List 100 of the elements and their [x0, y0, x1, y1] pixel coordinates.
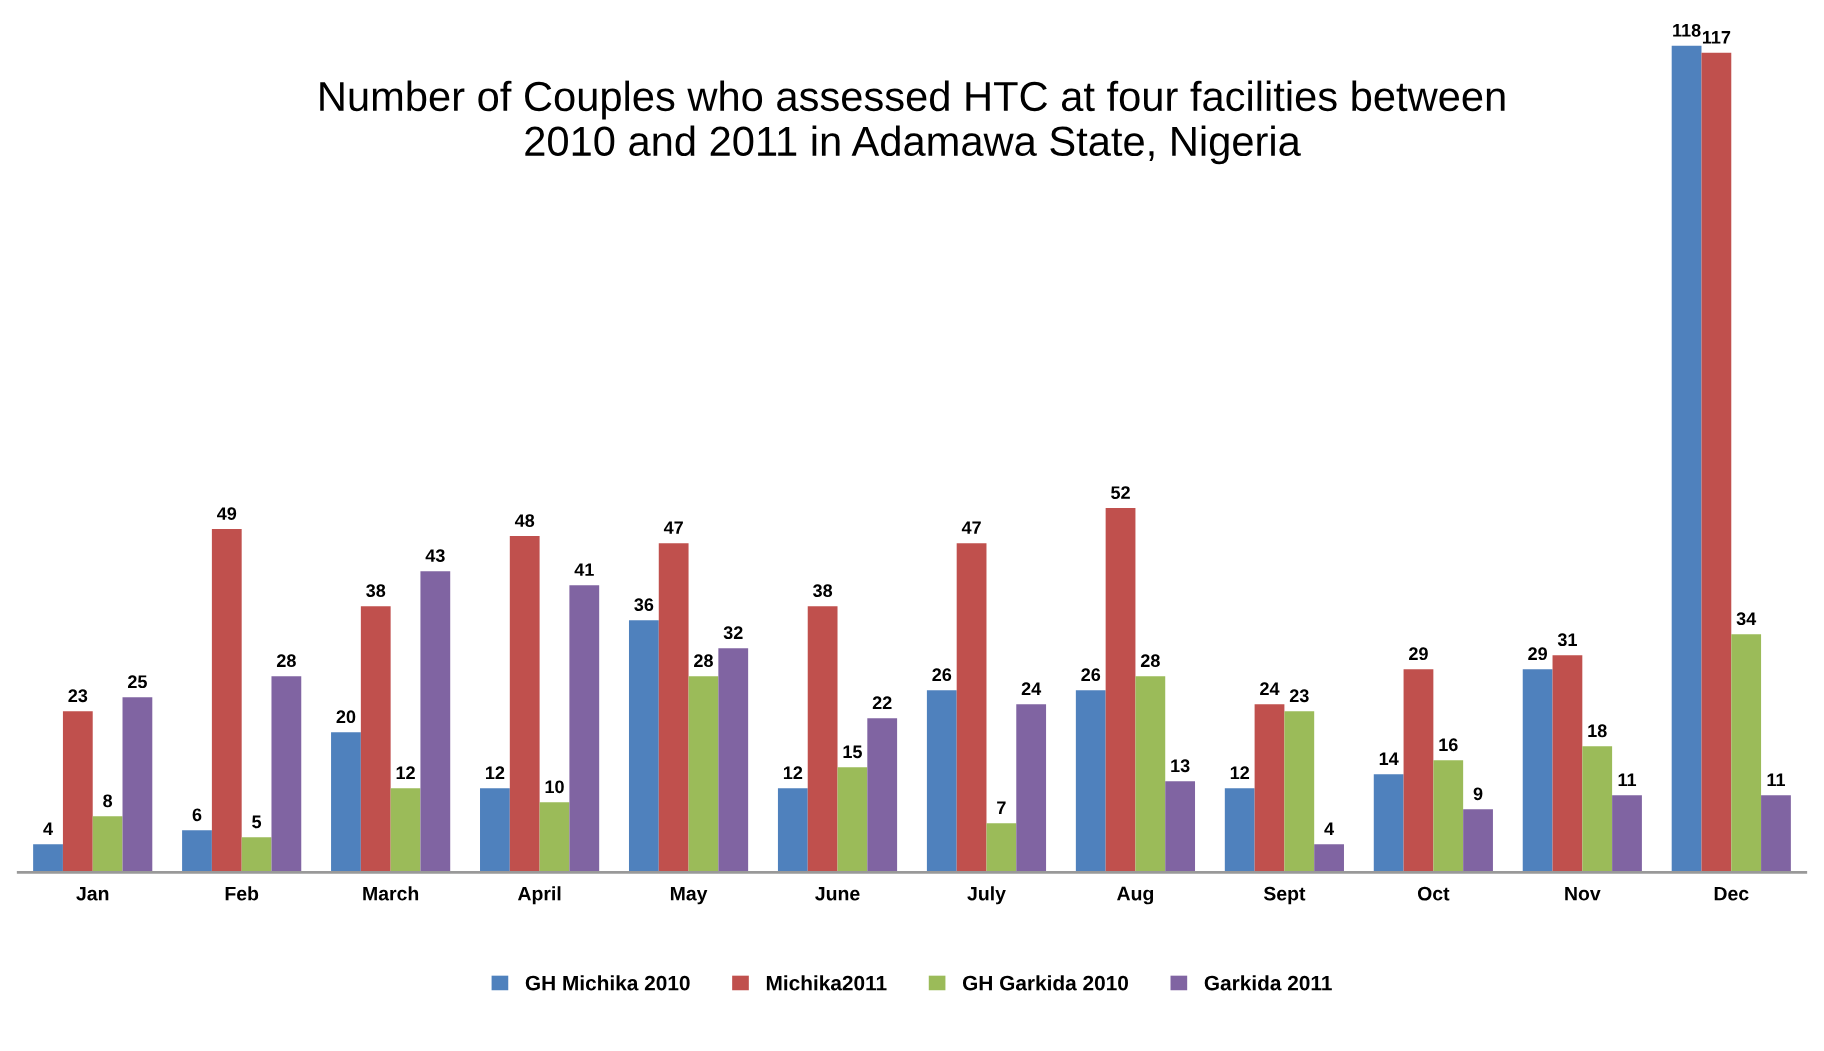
data-label: 23	[1289, 689, 1309, 703]
data-label: 47	[961, 521, 981, 534]
bar	[1075, 690, 1106, 873]
bar	[331, 732, 361, 873]
x-tick-label: June	[815, 886, 860, 901]
bar	[688, 676, 719, 873]
x-tick-label: Nov	[1565, 886, 1601, 901]
bar	[628, 620, 659, 873]
bar	[1463, 809, 1493, 873]
data-label: 38	[366, 584, 386, 598]
bar	[837, 767, 868, 873]
data-label: 24	[1260, 682, 1280, 695]
x-tick-label: March	[363, 886, 419, 901]
data-label: 49	[217, 507, 237, 520]
data-label: 41	[574, 563, 594, 576]
bar	[1284, 711, 1315, 873]
legend-label: GH Garkida 2010	[962, 975, 1129, 991]
bar	[926, 690, 957, 873]
x-tick-label: Sept	[1263, 886, 1306, 905]
bar	[241, 837, 272, 873]
data-label: 29	[1528, 647, 1548, 661]
bar	[1135, 676, 1166, 873]
data-label: 34	[1736, 612, 1757, 626]
bar	[211, 529, 242, 873]
data-label: 118	[1673, 23, 1701, 37]
bar	[777, 788, 808, 873]
bar	[1224, 788, 1255, 873]
data-label: 31	[1557, 633, 1577, 647]
bar	[658, 543, 689, 873]
data-label: 52	[1111, 486, 1130, 499]
bar	[569, 585, 600, 873]
legend-label: Garkida 2011	[1204, 975, 1332, 991]
data-label: 12	[396, 766, 415, 779]
bar	[1016, 704, 1047, 873]
data-label: 10	[545, 780, 564, 794]
bar	[509, 536, 540, 873]
bar	[92, 816, 123, 873]
data-label: 12	[486, 766, 505, 779]
data-label: 12	[1230, 766, 1250, 779]
bar	[182, 830, 212, 873]
bar	[1433, 760, 1464, 873]
x-tick-label: July	[967, 886, 1006, 905]
data-label: 4	[43, 822, 53, 836]
data-label: 12	[783, 766, 803, 779]
bar	[1582, 746, 1613, 873]
data-label: 18	[1588, 724, 1607, 738]
x-tick-label: April	[517, 886, 561, 905]
bar	[420, 571, 451, 873]
x-tick-label: May	[670, 886, 708, 905]
data-label: 9	[1473, 787, 1483, 801]
data-label: 14	[1379, 752, 1399, 765]
data-label: 4	[1324, 822, 1335, 836]
data-label: 5	[252, 815, 262, 829]
bar	[122, 697, 153, 873]
legend-label: GH Michika 2010	[525, 975, 690, 991]
data-label: 117	[1702, 31, 1731, 44]
bar	[1314, 844, 1344, 873]
bar	[867, 718, 898, 873]
bar	[62, 711, 93, 873]
x-tick-label: Oct	[1417, 886, 1450, 901]
legend-label: Michika2011	[766, 975, 887, 991]
data-label: 28	[276, 654, 296, 668]
bar	[539, 802, 570, 873]
bar	[1701, 52, 1732, 873]
data-label: 15	[843, 745, 862, 759]
bar	[1612, 795, 1642, 873]
bar	[390, 788, 421, 873]
bar	[718, 648, 749, 873]
bar	[1671, 45, 1702, 873]
data-label: 43	[425, 549, 445, 563]
data-label: 28	[1140, 654, 1160, 668]
data-label: 11	[1618, 773, 1637, 786]
bar	[1731, 634, 1762, 873]
bar	[360, 606, 391, 873]
x-tick-label: Jan	[76, 886, 109, 901]
bar	[271, 676, 302, 873]
data-label: 32	[723, 626, 743, 640]
data-label: 20	[336, 710, 356, 724]
data-label: 22	[872, 696, 892, 709]
bar	[33, 844, 63, 873]
data-label: 28	[694, 654, 713, 668]
bar	[956, 543, 987, 873]
bar	[1403, 669, 1434, 873]
data-label: 36	[634, 598, 654, 612]
data-label: 16	[1439, 738, 1458, 752]
data-label: 48	[514, 514, 535, 527]
data-label: 7	[997, 801, 1006, 814]
bar	[1761, 795, 1791, 873]
data-label: 11	[1767, 773, 1786, 786]
data-label: 6	[192, 808, 202, 822]
x-tick-label: Feb	[225, 886, 259, 901]
data-label: 25	[127, 675, 147, 689]
data-label: 38	[813, 584, 833, 598]
x-tick-label: Aug	[1117, 886, 1154, 905]
bar	[480, 788, 510, 873]
data-label: 23	[68, 689, 88, 703]
data-label: 24	[1021, 682, 1042, 695]
data-label: 13	[1171, 759, 1190, 773]
data-label: 29	[1409, 647, 1428, 661]
data-label: 26	[932, 668, 952, 682]
